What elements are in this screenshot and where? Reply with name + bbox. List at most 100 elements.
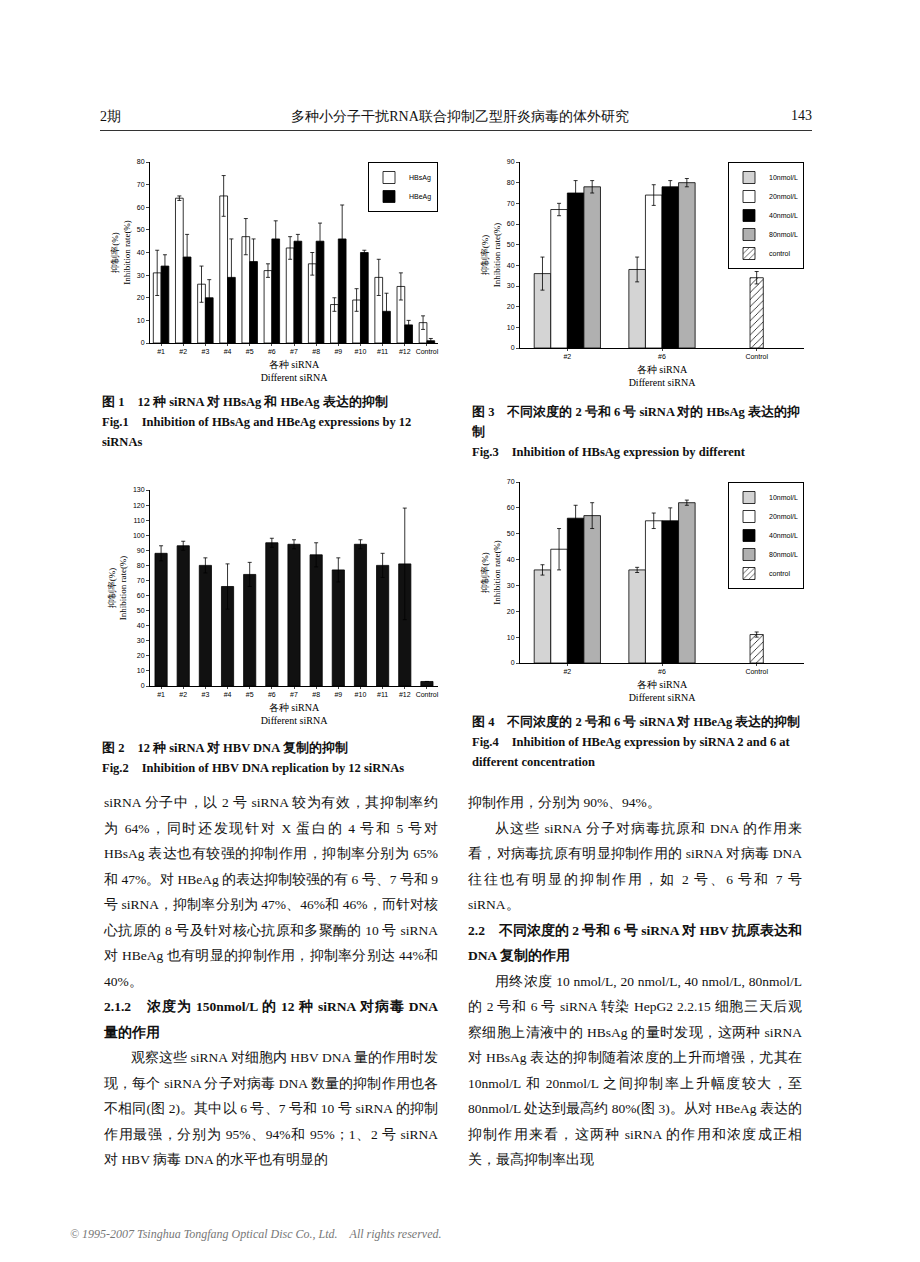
svg-text:0: 0 [141,682,145,689]
svg-text:#12: #12 [399,348,411,355]
svg-text:20: 20 [137,652,145,659]
svg-text:#9: #9 [334,691,342,698]
svg-text:抑制率(%)Inhibition rate(%): 抑制率(%)Inhibition rate(%) [107,556,129,621]
svg-text:#11: #11 [377,348,388,355]
svg-text:40: 40 [507,262,515,269]
svg-text:抑制率(%)Inhibition rate(%): 抑制率(%)Inhibition rate(%) [480,223,502,288]
svg-text:20: 20 [137,294,145,301]
svg-text:#8: #8 [312,348,320,355]
svg-text:#4: #4 [224,691,232,698]
svg-text:80: 80 [507,179,515,186]
svg-text:#6: #6 [268,691,276,698]
svg-text:#10: #10 [355,348,367,355]
svg-text:0: 0 [511,344,515,351]
svg-text:#6: #6 [268,348,276,355]
svg-text:各种 siRNADifferent siRNA: 各种 siRNADifferent siRNA [629,679,697,703]
svg-text:80nmol/L: 80nmol/L [769,231,798,238]
svg-text:30: 30 [137,637,145,644]
svg-text:#12: #12 [399,691,411,698]
svg-text:control: control [769,250,790,257]
html-text:Fig.1 Inhibition of HBsAg and: Fig.1 Inhibition of HBsAg and HBeAg expr… [102,415,412,449]
svg-text:#2: #2 [179,348,187,355]
svg-text:#5: #5 [246,348,254,355]
svg-text:#3: #3 [201,348,209,355]
svg-text:110: 110 [133,517,144,524]
svg-text:control: control [769,570,790,577]
svg-text:60: 60 [137,592,145,599]
svg-text:40nmol/L: 40nmol/L [769,532,798,539]
svg-text:#2: #2 [179,691,187,698]
svg-text:70: 70 [507,200,515,207]
svg-text:#1: #1 [157,348,165,355]
svg-text:#7: #7 [290,691,298,698]
svg-text:各种 siRNADifferent siRNA: 各种 siRNADifferent siRNA [261,359,329,383]
svg-text:30: 30 [137,272,145,279]
svg-text:抑制率(%)Inhibition rate(%): 抑制率(%)Inhibition rate(%) [110,220,132,285]
svg-text:40nmol/L: 40nmol/L [769,212,798,219]
svg-text:130: 130 [133,486,145,493]
svg-text:80nmol/L: 80nmol/L [769,551,798,558]
svg-text:#2: #2 [563,668,571,675]
svg-text:80: 80 [137,562,145,569]
html-text:siRNA 分子中，以 2 号 siRNA 较为有效，其抑制: siRNA 分子中，以 2 号 siRNA 较为有效，其抑制率约为 64%，同时… [104,795,438,989]
svg-text:50: 50 [137,607,145,614]
svg-text:90: 90 [137,547,145,554]
svg-text:#1: #1 [157,691,165,698]
svg-text:10: 10 [507,324,515,331]
svg-text:#8: #8 [312,691,320,698]
svg-text:#4: #4 [224,348,232,355]
svg-text:Control: Control [745,353,768,360]
svg-text:10: 10 [507,634,515,641]
svg-text:各种 siRNADifferent siRNA: 各种 siRNADifferent siRNA [629,364,697,388]
svg-text:#3: #3 [201,691,209,698]
svg-text:20: 20 [507,303,515,310]
svg-text:Control: Control [416,348,439,355]
svg-text:#6: #6 [658,353,666,360]
svg-text:120: 120 [133,502,145,509]
svg-text:60: 60 [137,204,145,211]
html-text:从这些 siRNA 分子对病毒抗原和 DNA 的作用来看，对: 从这些 siRNA 分子对病毒抗原和 DNA 的作用来看，对病毒抗原有明显抑制作… [468,820,802,912]
svg-text:10nmol/L: 10nmol/L [769,494,798,501]
svg-text:HBeAg: HBeAg [409,193,431,201]
svg-text:#11: #11 [377,691,388,698]
svg-text:70: 70 [137,577,145,584]
svg-text:70: 70 [507,478,515,485]
svg-text:各种 siRNADifferent siRNA: 各种 siRNADifferent siRNA [261,702,329,726]
svg-text:0: 0 [141,339,145,346]
svg-text:抑制率(%)Inhibition rate(%): 抑制率(%)Inhibition rate(%) [480,540,502,605]
svg-text:100: 100 [133,532,145,539]
svg-text:10nmol/L: 10nmol/L [769,174,798,181]
svg-text:30: 30 [507,582,515,589]
svg-text:Control: Control [416,691,439,698]
html-text:2.2 不同浓度的 2 号和 6 号 siRNA 对 HBV: 2.2 不同浓度的 2 号和 6 号 siRNA 对 HBV 抗原表达和 DNA… [468,922,802,963]
svg-text:HBsAg: HBsAg [409,174,431,182]
svg-text:40: 40 [137,622,145,629]
svg-text:60: 60 [507,220,515,227]
svg-text:#2: #2 [563,353,571,360]
svg-text:#6: #6 [658,668,666,675]
svg-text:0: 0 [511,659,515,666]
svg-text:10: 10 [137,667,145,674]
svg-text:80: 80 [137,158,145,165]
svg-text:50: 50 [507,530,515,537]
svg-text:#10: #10 [355,691,367,698]
svg-text:20nmol/L: 20nmol/L [769,193,798,200]
html-text:用终浓度 10 nmol/L, 20 nmol/L, 40: 用终浓度 10 nmol/L, 20 nmol/L, 40 nmol/L, 80… [468,973,802,1167]
svg-text:40: 40 [507,556,515,563]
svg-text:40: 40 [137,249,145,256]
svg-text:#7: #7 [290,348,298,355]
svg-text:20: 20 [507,608,515,615]
svg-text:90: 90 [507,158,515,165]
svg-text:60: 60 [507,504,515,511]
svg-text:30: 30 [507,282,515,289]
svg-text:#5: #5 [246,691,254,698]
svg-text:Control: Control [745,668,768,675]
svg-text:50: 50 [137,226,145,233]
svg-text:20nmol/L: 20nmol/L [769,513,798,520]
svg-text:50: 50 [507,241,515,248]
svg-text:10: 10 [137,317,145,324]
svg-text:#9: #9 [334,348,342,355]
html-text:观察这些 siRNA 对细胞内 HBV DNA 量的作用时发: 观察这些 siRNA 对细胞内 HBV DNA 量的作用时发现，每个 siRNA… [104,1050,438,1167]
svg-text:70: 70 [137,181,145,188]
html-text:2.1.2 浓度为 150nmol/L 的 12 种 siR: 2.1.2 浓度为 150nmol/L 的 12 种 siRNA 对病毒 DNA… [104,999,438,1040]
